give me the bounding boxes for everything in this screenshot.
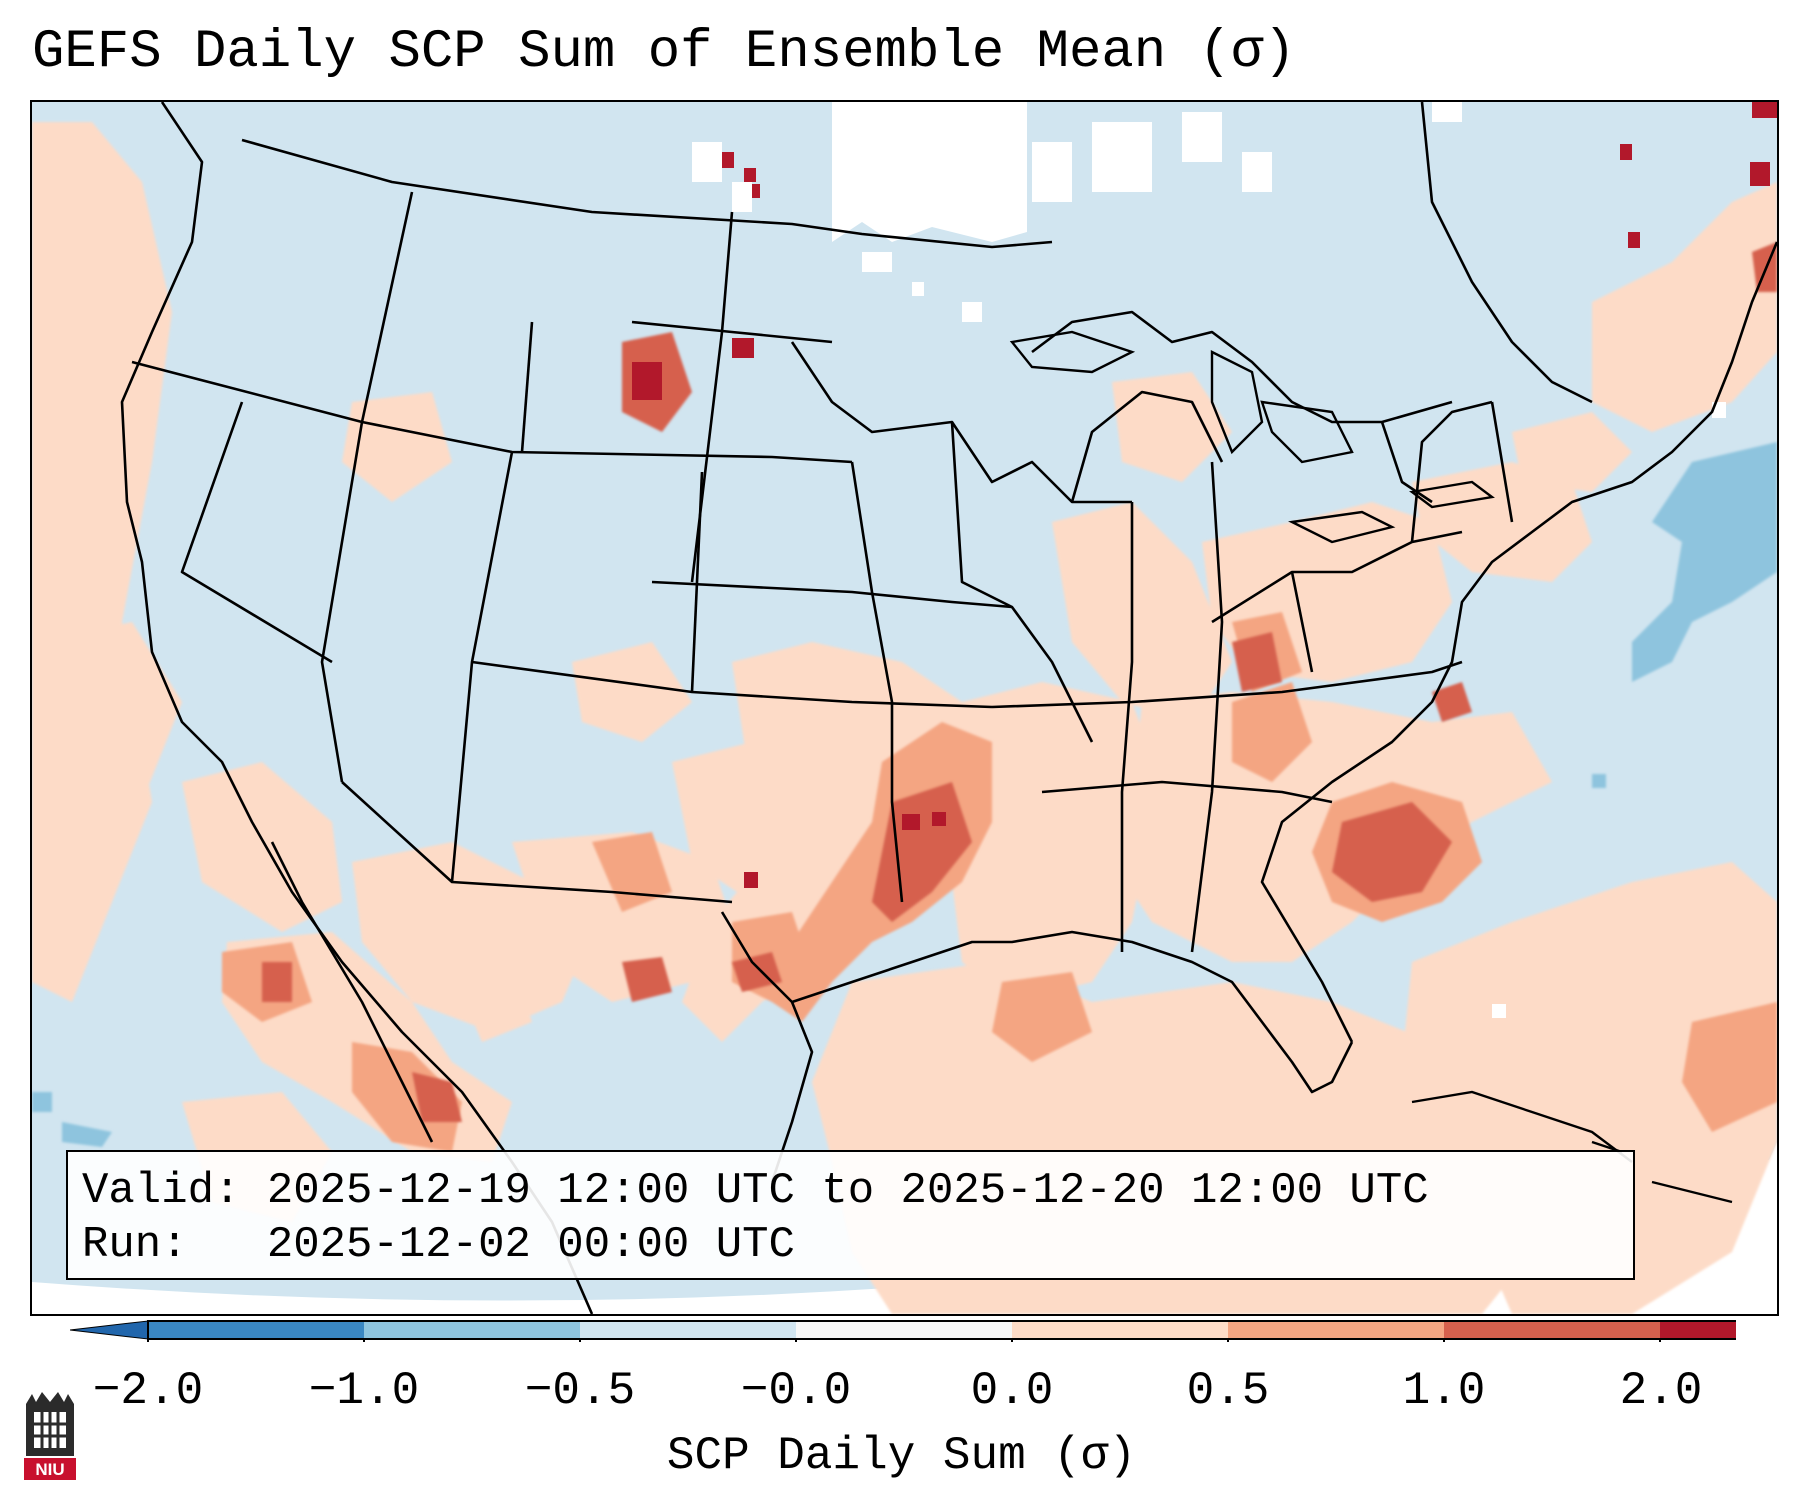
- colorbar-tick: 2.0: [1619, 1365, 1703, 1417]
- colorbar-segment: [580, 1321, 796, 1339]
- colorbar-label: SCP Daily Sum (σ): [666, 1430, 1137, 1482]
- colorbar-segment: [148, 1321, 364, 1339]
- validity-box: Valid: 2025-12-19 12:00 UTC to 2025-12-2…: [66, 1150, 1635, 1280]
- chart-title: GEFS Daily SCP Sum of Ensemble Mean (σ): [32, 22, 1296, 83]
- colorbar-extend-low: [70, 1320, 149, 1340]
- colorbar-segment: [796, 1321, 1012, 1339]
- logo-text: NIU: [35, 1460, 64, 1479]
- colorbar-segment: [1228, 1321, 1444, 1339]
- colorbar-tick: −1.0: [308, 1365, 420, 1417]
- zero-anomaly: [692, 102, 1726, 1018]
- colorbar-tick: 0.0: [970, 1365, 1054, 1417]
- scp-field-map: [32, 102, 1777, 1314]
- colorbar-segment: [364, 1321, 580, 1339]
- valid-label: Valid:: [82, 1166, 241, 1216]
- colorbar-tick: 0.5: [1186, 1365, 1270, 1417]
- colorbar-segment: [1660, 1321, 1736, 1339]
- outside-projection-corner: [1632, 1142, 1777, 1314]
- colorbar-tick: −2.0: [92, 1365, 204, 1417]
- political-borders: [120, 102, 1777, 1314]
- run-value: 2025-12-02 00:00 UTC: [266, 1220, 795, 1270]
- valid-value: 2025-12-19 12:00 UTC to 2025-12-20 12:00…: [266, 1166, 1429, 1216]
- colorbar-segment: [1012, 1321, 1228, 1339]
- map-panel: [30, 100, 1779, 1316]
- colorbar-tick: −0.0: [740, 1365, 852, 1417]
- positive-anomaly-max: [632, 102, 1777, 888]
- negative-anomaly: [32, 442, 1777, 1147]
- niu-logo-icon: NIU: [24, 1392, 76, 1480]
- colorbar-tick: −0.5: [524, 1365, 636, 1417]
- colorbar-tick: 1.0: [1402, 1365, 1486, 1417]
- great-lakes: [1009, 330, 1495, 544]
- colorbar: [70, 1320, 1736, 1342]
- colorbar-segment: [1444, 1321, 1660, 1339]
- run-label: Run:: [82, 1220, 188, 1270]
